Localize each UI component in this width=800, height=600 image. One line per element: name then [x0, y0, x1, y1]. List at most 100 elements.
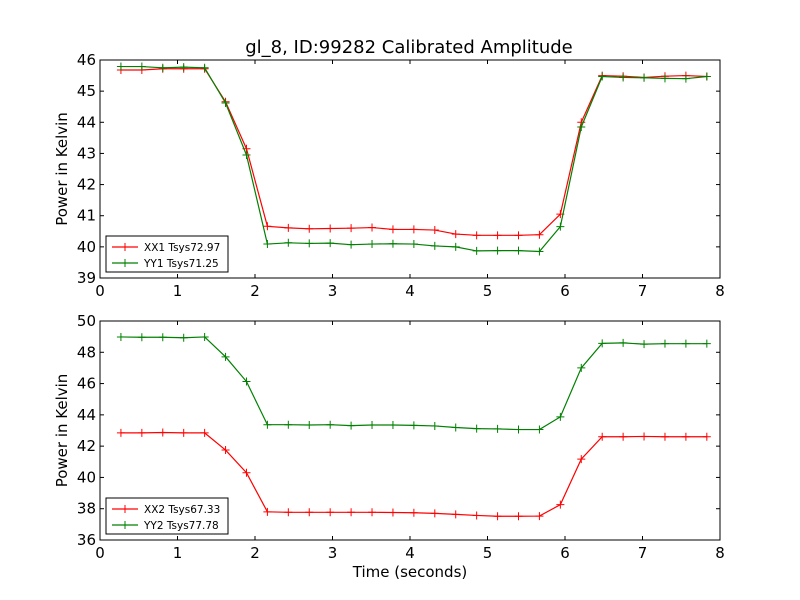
legend-label: YY1 Tsys71.25 — [143, 258, 219, 270]
data-point — [514, 425, 523, 434]
data-point — [430, 226, 439, 235]
data-point — [409, 225, 418, 234]
data-point — [535, 247, 544, 256]
data-point — [681, 339, 690, 348]
x-tick-label: 5 — [483, 544, 493, 562]
x-tick-label: 7 — [638, 544, 648, 562]
data-point — [702, 339, 711, 348]
data-point — [347, 421, 356, 430]
data-point — [200, 428, 209, 437]
data-point — [347, 240, 356, 249]
data-point — [451, 510, 460, 519]
x-tick-label: 1 — [173, 544, 183, 562]
data-point — [388, 239, 397, 248]
legend-label: XX2 Tsys67.33 — [144, 504, 220, 516]
data-point — [472, 511, 481, 520]
data-point — [409, 508, 418, 517]
bottom-plot: 0 1 2 3 4 5 6 7 8 36 38 40 42 44 46 48 50 Power in Kelvin… — [53, 312, 725, 581]
legend-label: XX1 Tsys72.97 — [144, 242, 220, 254]
data-point — [619, 338, 628, 347]
data-point — [347, 508, 356, 517]
x-tick-label: 6 — [560, 282, 570, 300]
data-point — [535, 230, 544, 239]
legend: XX2 Tsys67.33 YY2 Tsys77.78 — [105, 497, 229, 535]
data-point — [242, 150, 251, 159]
data-point — [535, 425, 544, 434]
data-point — [305, 239, 314, 248]
data-point — [326, 239, 335, 248]
data-point — [681, 74, 690, 83]
data-point — [242, 468, 251, 477]
data-point — [535, 512, 544, 521]
data-point — [598, 432, 607, 441]
legend-label: YY2 Tsys77.78 — [143, 520, 219, 532]
data-point — [368, 223, 377, 232]
data-point — [493, 424, 502, 433]
data-point — [305, 421, 314, 430]
legend-marker — [121, 259, 129, 267]
data-point — [116, 62, 125, 71]
y-tick-label: 40 — [77, 238, 96, 256]
data-point — [514, 246, 523, 255]
data-point — [660, 339, 669, 348]
data-point — [514, 512, 523, 521]
data-point — [388, 225, 397, 234]
data-point — [284, 420, 293, 429]
data-point — [284, 238, 293, 247]
y-tick-label: 40 — [77, 468, 96, 486]
data-point — [368, 421, 377, 430]
data-point — [409, 240, 418, 249]
data-point — [158, 428, 167, 437]
x-tick-label: 4 — [405, 544, 415, 562]
data-point — [284, 223, 293, 232]
x-tick-label: 4 — [405, 282, 415, 300]
data-point — [347, 224, 356, 233]
x-tick-label: 8 — [715, 544, 725, 562]
data-point — [158, 63, 167, 72]
y-tick-label: 44 — [77, 406, 96, 424]
data-point — [200, 332, 209, 341]
y-tick-label: 48 — [77, 343, 96, 361]
y-tick-label: 36 — [77, 531, 96, 549]
y-tick-label: 42 — [77, 437, 96, 455]
data-point — [430, 509, 439, 518]
data-point — [472, 424, 481, 433]
y-axis-label: Power in Kelvin — [53, 374, 71, 488]
data-point — [284, 508, 293, 517]
data-point — [514, 231, 523, 240]
data-point — [326, 224, 335, 233]
y-axis-label: Power in Kelvin — [53, 112, 71, 226]
data-point — [640, 340, 649, 349]
data-point — [660, 74, 669, 83]
data-point — [179, 428, 188, 437]
data-point — [598, 72, 607, 81]
data-point — [200, 63, 209, 72]
data-point — [619, 73, 628, 82]
data-point — [221, 98, 230, 107]
x-tick-label: 3 — [328, 544, 338, 562]
data-point — [137, 333, 146, 342]
data-point — [598, 339, 607, 348]
data-point — [368, 240, 377, 249]
x-tick-label: 2 — [250, 282, 260, 300]
y-tick-label: 44 — [77, 113, 96, 131]
x-axis-label: Time (seconds) — [352, 563, 468, 581]
data-point — [493, 231, 502, 240]
data-point — [368, 508, 377, 517]
y-tick-label: 46 — [77, 51, 96, 69]
data-point — [430, 241, 439, 250]
data-point — [263, 222, 272, 231]
data-point — [388, 508, 397, 517]
data-point — [556, 222, 565, 231]
data-point — [221, 446, 230, 455]
y-tick-label: 50 — [77, 312, 96, 330]
data-point — [451, 230, 460, 239]
data-point — [430, 421, 439, 430]
data-point — [451, 423, 460, 432]
legend-marker — [121, 521, 129, 529]
data-point — [158, 333, 167, 342]
x-tick-label: 8 — [715, 282, 725, 300]
data-point — [242, 377, 251, 386]
